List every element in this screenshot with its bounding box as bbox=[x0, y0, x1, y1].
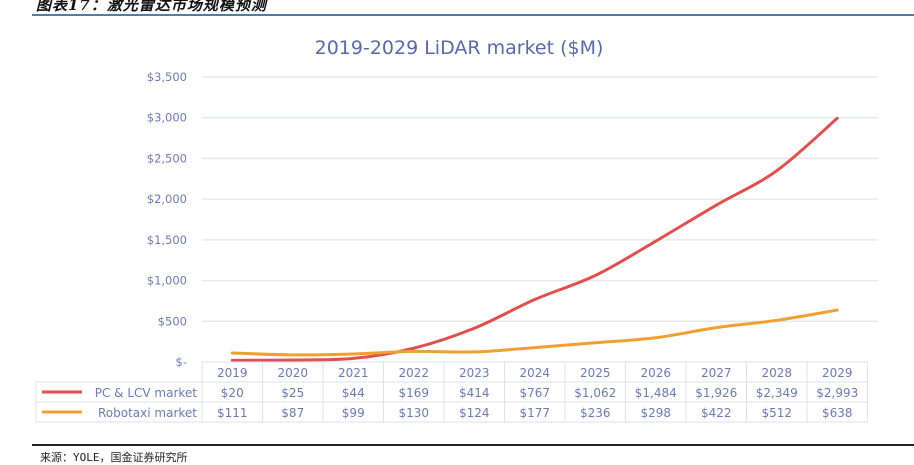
data-label: $99 bbox=[342, 406, 365, 420]
y-tick-label: $3,500 bbox=[147, 70, 187, 84]
data-label: $124 bbox=[459, 406, 490, 420]
y-axis-ticks: $- $500 $1,000 $1,500 $2,000 $2,500 $3,000 $3,5… bbox=[147, 70, 187, 369]
data-table: 2019 2020 2021 2022 2023 2024 2025 2026 2027 2028… bbox=[35, 361, 868, 423]
series-line-pc-lcv bbox=[230, 116, 839, 362]
lidar-market-chart: 2019-2029 LiDAR market ($M) $- $500 $1,000… bbox=[35, 37, 878, 423]
data-label: $638 bbox=[822, 406, 853, 420]
y-tick-label: $1,500 bbox=[147, 233, 187, 247]
y-tick-label: $2,000 bbox=[147, 192, 187, 206]
source-rule bbox=[32, 444, 914, 446]
data-label: $298 bbox=[640, 406, 671, 420]
data-label: $111 bbox=[217, 406, 248, 420]
x-tick-label: 2025 bbox=[580, 366, 611, 380]
data-label: $130 bbox=[398, 406, 429, 420]
legend-label: PC & LCV market bbox=[95, 386, 198, 400]
data-label: $422 bbox=[701, 406, 732, 420]
data-label: $1,484 bbox=[635, 386, 677, 400]
data-label: $87 bbox=[281, 406, 304, 420]
table-row bbox=[35, 401, 868, 423]
x-tick-label: 2019 bbox=[217, 366, 248, 380]
data-label: $236 bbox=[580, 406, 611, 420]
series-lines bbox=[230, 116, 839, 362]
data-label: $1,062 bbox=[574, 386, 616, 400]
data-label: $2,993 bbox=[816, 386, 858, 400]
x-tick-label: 2023 bbox=[459, 366, 490, 380]
y-tick-label: $1,000 bbox=[147, 274, 187, 288]
data-label: $1,926 bbox=[695, 386, 737, 400]
x-tick-label: 2022 bbox=[398, 366, 429, 380]
x-tick-label: 2028 bbox=[761, 366, 792, 380]
x-tick-label: 2026 bbox=[640, 366, 671, 380]
gridlines bbox=[202, 76, 878, 323]
data-label: $25 bbox=[281, 386, 304, 400]
source-note: 来源：YOLE，国金证券研究所 bbox=[40, 451, 188, 464]
x-tick-label: 2027 bbox=[701, 366, 732, 380]
x-tick-label: 2029 bbox=[822, 366, 853, 380]
data-label: $177 bbox=[519, 406, 550, 420]
y-tick-label: $- bbox=[176, 355, 187, 369]
y-tick-label: $500 bbox=[158, 314, 187, 328]
data-label: $169 bbox=[398, 386, 429, 400]
legend-label: Robotaxi market bbox=[98, 406, 197, 420]
caption-rule bbox=[32, 14, 914, 16]
x-tick-label: 2021 bbox=[338, 366, 369, 380]
data-label: $414 bbox=[459, 386, 490, 400]
data-label: $512 bbox=[761, 406, 792, 420]
data-label: $2,349 bbox=[756, 386, 798, 400]
figure-caption: 图表17：激光雷达市场规模预测 bbox=[36, 0, 267, 14]
y-tick-label: $2,500 bbox=[147, 151, 187, 165]
x-tick-label: 2024 bbox=[519, 366, 550, 380]
y-tick-label: $3,000 bbox=[147, 111, 187, 125]
x-tick-label: 2020 bbox=[277, 366, 308, 380]
data-label: $767 bbox=[519, 386, 550, 400]
series-line-robotaxi bbox=[230, 308, 839, 357]
chart-title: 2019-2029 LiDAR market ($M) bbox=[315, 37, 604, 59]
data-label: $20 bbox=[221, 386, 244, 400]
data-label: $44 bbox=[342, 386, 365, 400]
